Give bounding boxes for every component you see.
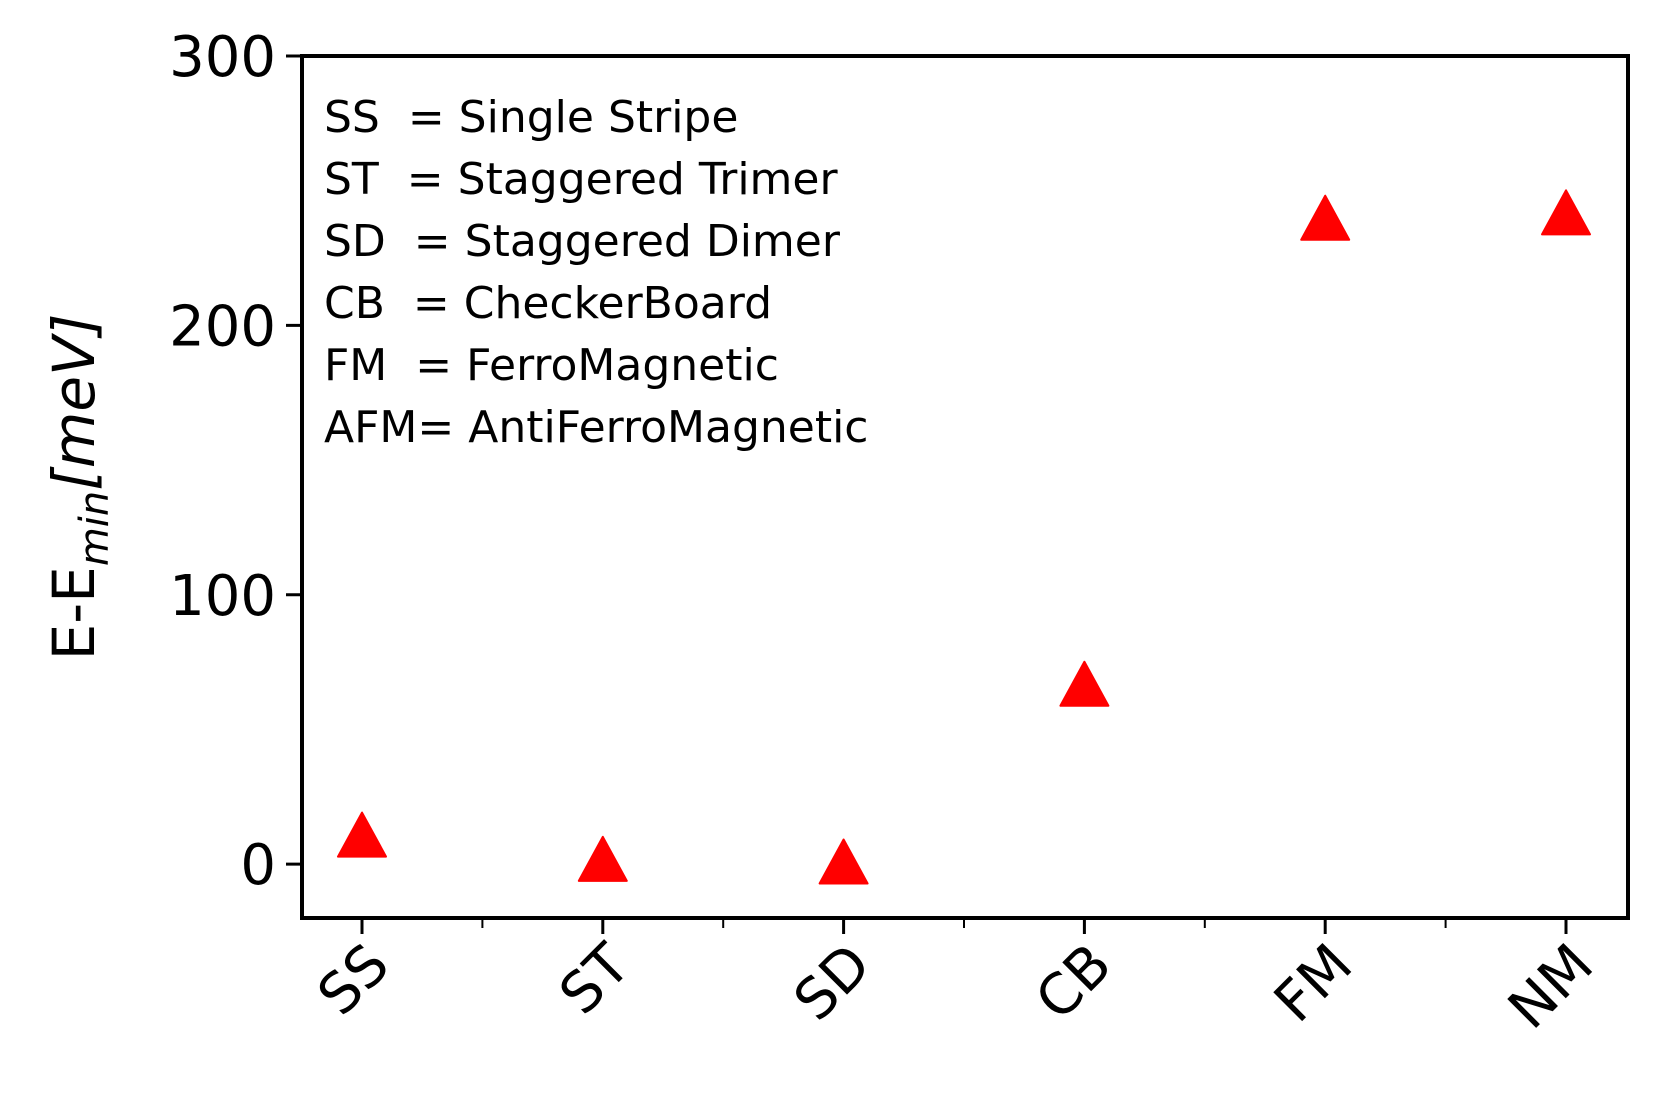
data-point-sd [818,838,869,885]
data-point-cb [1059,660,1110,707]
y-axis-ticks: 0 100 200 300 [169,25,302,898]
data-point-ss [337,811,387,858]
data-point-st [577,835,628,882]
data-markers [337,189,1591,885]
y-tick-label: 100 [169,564,276,629]
data-point-nm [1541,189,1591,236]
y-axis-label-unit: [meV] [40,314,108,491]
x-tick-label: CB [1024,932,1125,1033]
annotation-line: CB = CheckerBoard [324,278,772,329]
annotation-line: SD = Staggered Dimer [324,216,841,267]
y-axis-label-main: E-E [40,566,108,660]
x-tick-label: SD [782,932,884,1034]
x-tick-label: ST [547,931,643,1027]
annotation-line: SS = Single Stripe [324,92,738,143]
annotation-box: SS = Single Stripe ST = Staggered Trimer S… [324,92,869,453]
y-tick-label: 200 [169,294,276,359]
y-axis-label-subscript: min [72,491,118,566]
x-tick-label: NM [1496,932,1606,1042]
data-point-fm [1300,194,1351,241]
y-axis-label: E-Emin[meV] [40,314,118,661]
annotation-line: FM = FerroMagnetic [324,340,779,391]
plot-frame [300,54,1630,920]
annotation-line: ST = Staggered Trimer [324,154,838,205]
y-tick-label: 0 [240,833,276,898]
x-tick-label: SS [306,932,402,1028]
x-axis-ticks: SS ST SD CB FM NM [306,918,1606,1042]
annotation-line: AFM= AntiFerroMagnetic [324,402,869,453]
x-tick-label: FM [1262,932,1365,1035]
y-tick-label: 300 [169,25,276,90]
